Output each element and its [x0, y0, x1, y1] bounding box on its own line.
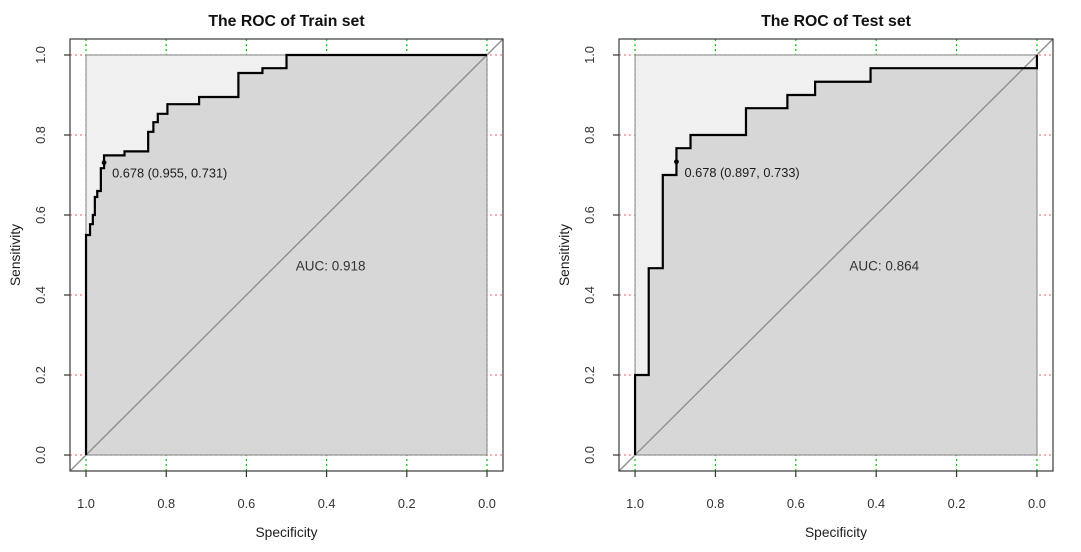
y-tick-label: 0.6 [33, 206, 48, 224]
x-tick-label: 0.8 [157, 496, 175, 511]
plot-title: The ROC of Train set [208, 13, 365, 30]
auc-label: AUC: 0.918 [296, 259, 366, 274]
roc-curve [84, 53, 487, 456]
threshold-point [674, 159, 679, 165]
threshold-label: 0.678 (0.897, 0.733) [684, 165, 799, 180]
y-tick-label: 0.4 [582, 286, 597, 304]
threshold-point [101, 160, 107, 165]
x-tick-label: 0.6 [238, 496, 256, 511]
x-tick-label: 0.6 [787, 496, 805, 511]
plot-box [618, 38, 1054, 472]
chance-diagonal-line [618, 38, 1054, 472]
roc-chart-test-svg: 0.678 (0.897, 0.733) AUC: 0.864 1.0 0.8 0.6 0… [540, 0, 1081, 552]
y-tick-label: 0.2 [582, 366, 597, 384]
y-axis-title: Sensitivity [8, 224, 23, 286]
auc-label: AUC: 0.864 [849, 259, 919, 274]
x-tick-label: 0.4 [867, 496, 885, 511]
plot-box [69, 38, 504, 472]
roc-curve [633, 54, 1039, 456]
x-axis-title: Specificity [255, 525, 317, 540]
threshold-label: 0.678 (0.955, 0.731) [112, 166, 227, 181]
y-tick-label: 0.4 [33, 286, 48, 304]
chance-diagonal-line [69, 38, 504, 472]
x-tick-label: 1.0 [626, 496, 644, 511]
y-tick-label: 0.2 [33, 366, 48, 384]
panel-train-roc: 0.678 (0.955, 0.731) AUC: 0.918 1.0 0.8 0.6 0… [0, 0, 540, 552]
y-axis-title: Sensitivity [557, 224, 572, 286]
x-tick-label: 0.2 [948, 496, 966, 511]
x-tick-label: 0.8 [707, 496, 725, 511]
y-tick-label: 0.8 [33, 126, 48, 144]
x-tick-label: 0.0 [478, 496, 496, 511]
x-axis-title: Specificity [805, 525, 867, 540]
y-tick-label: 1.0 [582, 46, 597, 64]
plot-title: The ROC of Test set [761, 13, 912, 30]
y-tick-label: 0.8 [582, 126, 597, 144]
x-tick-label: 1.0 [77, 496, 95, 511]
y-tick-label: 0.6 [582, 206, 597, 224]
x-tick-label: 0.2 [398, 496, 416, 511]
x-tick-label: 0.4 [318, 496, 336, 511]
x-tick-label: 0.0 [1028, 496, 1046, 511]
y-tick-label: 0.0 [33, 446, 48, 464]
y-tick-label: 1.0 [33, 46, 48, 64]
panel-test-roc: 0.678 (0.897, 0.733) AUC: 0.864 1.0 0.8 0.6 0… [540, 0, 1081, 552]
roc-chart-train-svg: 0.678 (0.955, 0.731) AUC: 0.918 1.0 0.8 0.6 0… [0, 0, 540, 552]
y-tick-label: 0.0 [582, 446, 597, 464]
